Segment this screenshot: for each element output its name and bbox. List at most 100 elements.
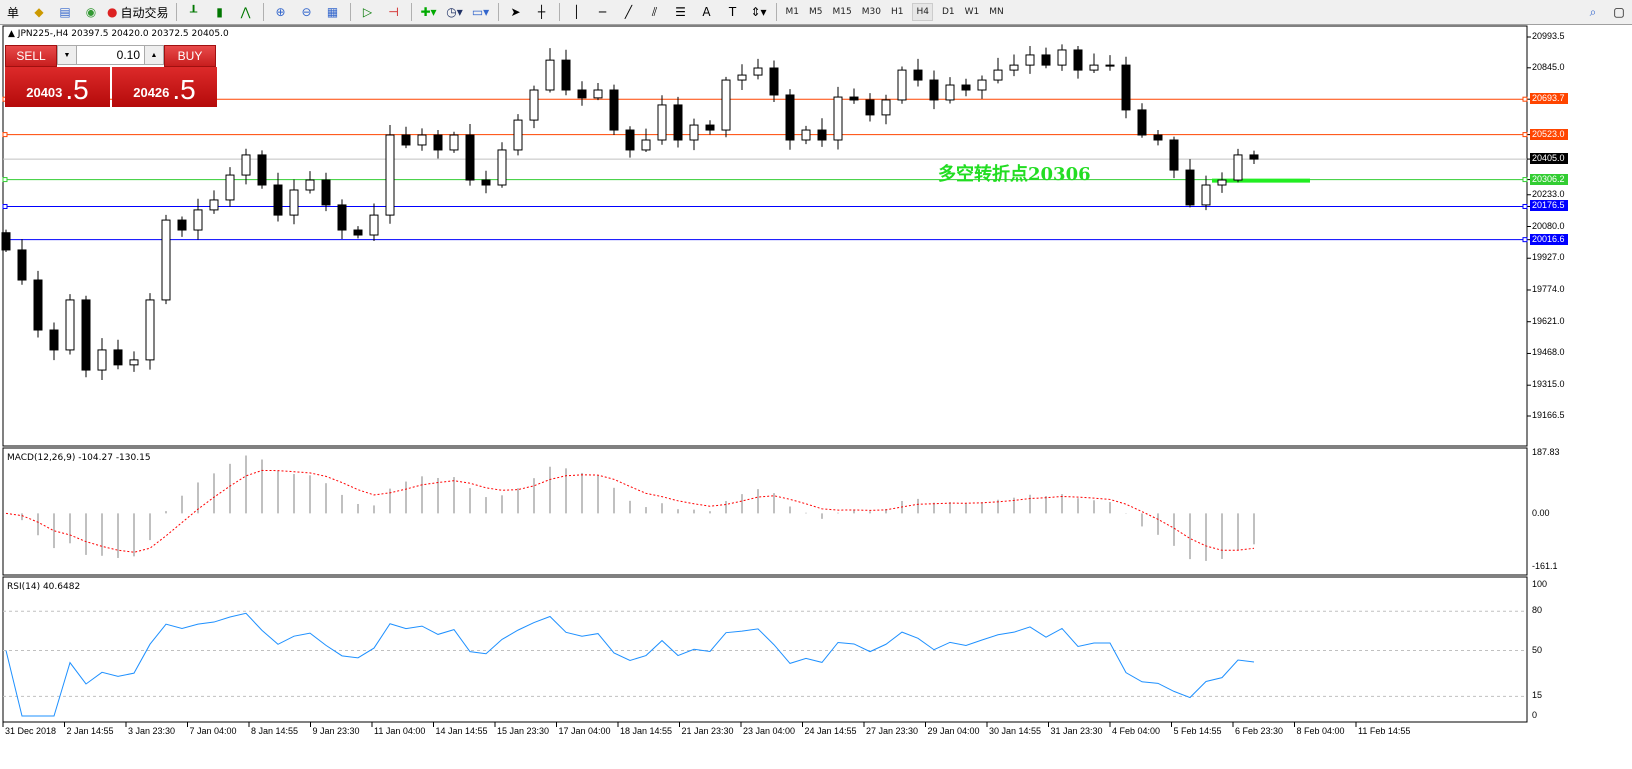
timeframe-m5[interactable]: M5 — [809, 7, 823, 17]
timeframe-d1[interactable]: D1 — [941, 7, 955, 17]
zoom-in-icon[interactable]: ⊕ — [275, 5, 286, 19]
time-axis-label: 21 Jan 23:30 — [681, 726, 734, 736]
trendline-icon[interactable]: ╱ — [624, 5, 633, 19]
zoom-out-icon[interactable]: ⊖ — [301, 5, 312, 19]
price-level-tag: 20405.0 — [1530, 153, 1568, 165]
arrows-icon[interactable]: ⇕▾ — [750, 5, 767, 19]
time-axis-label: 5 Feb 14:55 — [1173, 726, 1222, 736]
bar-chart-icon[interactable]: ┸ — [189, 5, 198, 19]
tile-windows-icon[interactable]: ▦ — [326, 5, 339, 19]
level-handle — [2, 132, 8, 138]
candle-body — [849, 96, 859, 101]
candle-body — [1153, 134, 1163, 141]
lot-decrease-button[interactable]: ▼ — [58, 46, 77, 64]
candle-body — [609, 89, 619, 131]
lot-increase-button[interactable]: ▲ — [144, 46, 163, 64]
price-axis-label: 20845.0 — [1532, 61, 1565, 72]
timeframe-h1[interactable]: H1 — [890, 7, 904, 17]
candle-body — [369, 214, 379, 236]
candle-body — [161, 219, 171, 301]
candle-body — [865, 99, 875, 116]
separator — [775, 3, 777, 21]
timeframe-m30[interactable]: M30 — [861, 7, 881, 17]
candle-body — [577, 89, 587, 99]
candle-body — [81, 299, 91, 371]
level-handle — [2, 203, 8, 209]
candle-body — [833, 96, 843, 141]
time-axis-label: 11 Jan 04:00 — [374, 726, 426, 736]
buy-price-box[interactable]: 20426 .5 — [112, 67, 217, 107]
time-axis-label: 8 Feb 04:00 — [1296, 726, 1345, 736]
candle-body — [1089, 64, 1099, 71]
candle-body — [273, 184, 283, 216]
line-chart-icon[interactable]: ⋀ — [240, 5, 251, 19]
timeframe-mn[interactable]: MN — [989, 7, 1004, 17]
candle-body — [401, 134, 411, 146]
sell-button[interactable]: SELL — [5, 45, 57, 67]
cursor-icon[interactable]: ➤ — [510, 5, 521, 19]
price-level-tag: 20693.7 — [1530, 93, 1568, 105]
candle-body — [657, 104, 667, 141]
chart-shift-icon[interactable]: ⊣ — [388, 5, 399, 19]
text-label-icon[interactable]: T — [728, 5, 737, 19]
price-level-tag: 20016.6 — [1530, 233, 1568, 245]
toolbar-left-text[interactable]: 单 — [6, 5, 19, 20]
level-handle — [1522, 177, 1528, 183]
sell-price-box[interactable]: 20403 .5 — [5, 67, 110, 107]
timeframe-w1[interactable]: W1 — [964, 7, 980, 17]
toolbar: 单 ◆ ▤ ◉ ● 自动交易 ┸ ▮ ⋀ ⊕ ⊖ ▦ ▷ ⊣ ✚▾ ◷▾ ▭▾ ➤… — [0, 0, 1632, 25]
horizontal-line-icon[interactable]: ─ — [598, 5, 607, 19]
candle-body — [769, 67, 779, 96]
candle-body — [337, 204, 347, 231]
rsi-axis-label: 15 — [1532, 690, 1543, 701]
candle-body — [241, 154, 251, 176]
candle-body — [209, 199, 219, 211]
candle-body — [257, 154, 267, 186]
auto-trading-button[interactable]: ● 自动交易 — [107, 2, 169, 22]
fibonacci-icon[interactable]: ☰ — [675, 5, 686, 19]
candlestick-icon[interactable]: ▮ — [216, 5, 223, 19]
macd-axis-label: -161.1 — [1532, 561, 1558, 571]
periods-icon[interactable]: ◷▾ — [446, 5, 463, 19]
lot-input[interactable]: 0.10 — [116, 48, 140, 62]
vertical-line-icon[interactable]: │ — [572, 5, 581, 19]
chat-icon[interactable]: ▢ — [1613, 5, 1625, 19]
autoscroll-icon[interactable]: ▷ — [362, 5, 373, 19]
candle-body — [1041, 54, 1051, 66]
search-icon[interactable]: ⌕ — [1589, 4, 1597, 19]
rsi-label: RSI(14) 40.6482 — [7, 582, 81, 592]
candle-body — [977, 79, 987, 91]
candle-body — [1137, 109, 1147, 136]
time-axis-label: 14 Jan 14:55 — [435, 726, 488, 736]
market-watch-icon[interactable]: ◆ — [34, 5, 44, 19]
templates-icon[interactable]: ▭▾ — [471, 5, 490, 19]
lot-stepper[interactable]: ▼ 0.10 ▲ — [57, 45, 164, 65]
separator — [497, 3, 499, 21]
time-axis-label: 3 Jan 23:30 — [128, 726, 176, 736]
timeframe-m1[interactable]: M1 — [785, 7, 800, 17]
buy-button[interactable]: BUY — [164, 45, 216, 67]
price-axis-label: 20080.0 — [1532, 220, 1565, 231]
candle-body — [97, 349, 107, 371]
level-handle — [1522, 237, 1528, 243]
equidistant-channel-icon[interactable]: ⫽ — [651, 4, 658, 19]
candle-body — [737, 74, 747, 81]
candle-body — [929, 79, 939, 101]
price-axis-label: 19621.0 — [1532, 315, 1565, 326]
candle-body — [145, 299, 155, 361]
candle-body — [177, 219, 187, 231]
candle-body — [593, 89, 603, 99]
timeframe-h4[interactable]: H4 — [912, 3, 933, 21]
price-axis-label: 19927.0 — [1532, 252, 1565, 263]
navigator-icon[interactable]: ▤ — [59, 5, 71, 19]
text-icon[interactable]: A — [702, 5, 711, 19]
candle-body — [881, 99, 891, 116]
signals-icon[interactable]: ◉ — [85, 5, 97, 19]
indicators-icon[interactable]: ✚▾ — [420, 5, 437, 19]
candle-body — [129, 359, 139, 366]
timeframe-m15[interactable]: M15 — [832, 7, 852, 17]
macd-panel — [2, 447, 1528, 576]
separator — [558, 3, 560, 21]
crosshair-icon[interactable]: ┼ — [537, 5, 546, 19]
